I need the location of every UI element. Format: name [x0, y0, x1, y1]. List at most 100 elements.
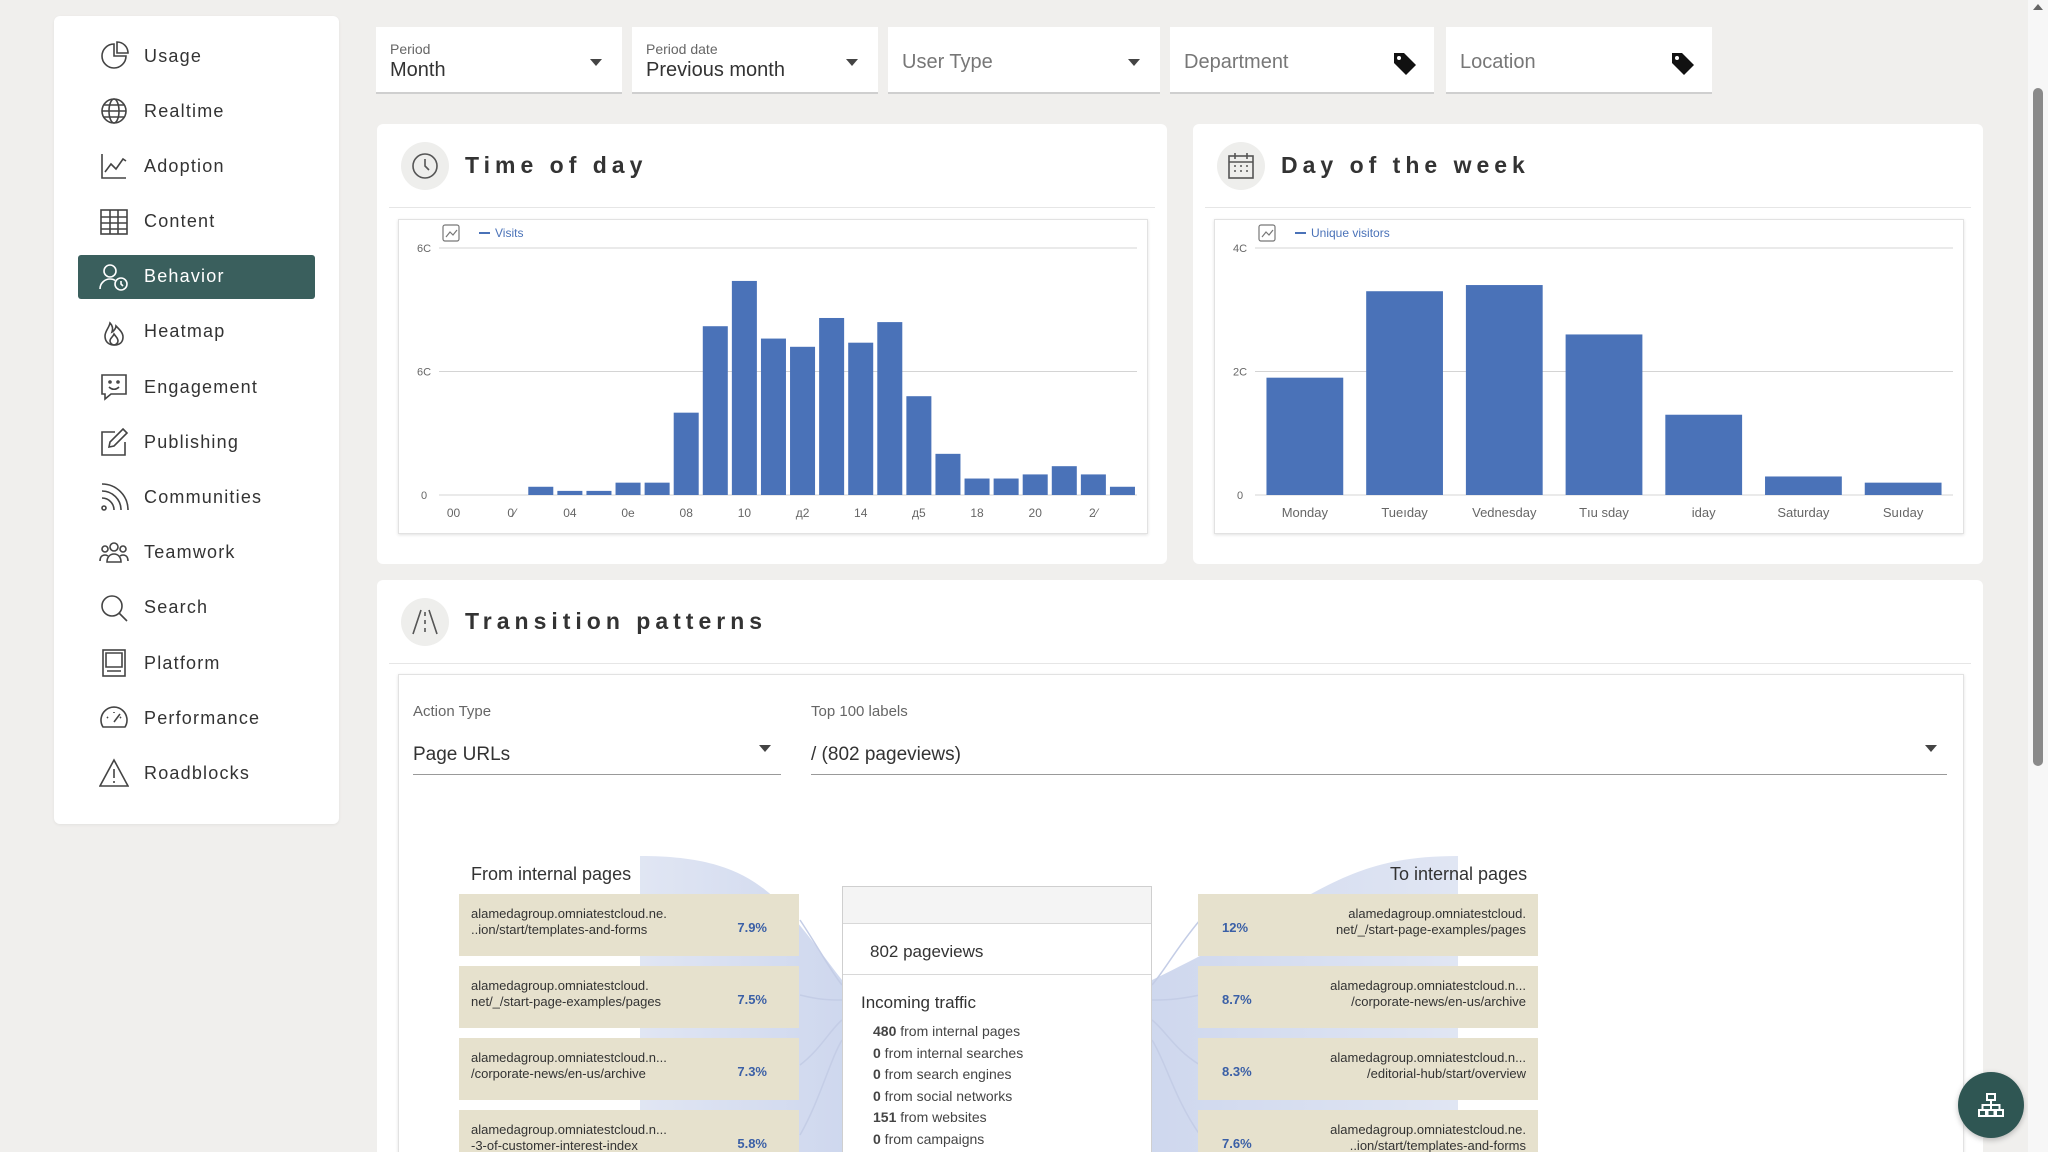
chart-bar: [1465, 285, 1543, 495]
chart-bar: [935, 453, 961, 495]
time-of-day-chart: Visits 6C 6C 0 00 0⁄ 04 0е 08 10 д2 14 д5 18 20 2⁄: [398, 219, 1148, 534]
sidebar-item-usage[interactable]: Usage: [78, 34, 315, 78]
to-item[interactable]: 8.7% alamedagroup.omniatestcloud.n.../co…: [1198, 966, 1538, 1028]
from-internal-title: From internal pages: [471, 864, 632, 884]
chart-bar: [1266, 377, 1344, 495]
from-item[interactable]: alamedagroup.omniatestcloud. net/_/start-…: [459, 966, 799, 1028]
sidebar-item-engagement[interactable]: Engagement: [78, 365, 315, 409]
to-item-line2: /editorial-hub/start/overview: [1367, 1066, 1526, 1081]
to-internal-title: To internal pages: [1390, 864, 1528, 884]
scroll-up-arrow[interactable]: [2033, 4, 2043, 10]
top-labels-label: Top 100 labels: [811, 703, 908, 720]
smile-chat-icon: [98, 371, 130, 403]
pie-chart-icon: [98, 40, 130, 72]
tag-icon: [1394, 53, 1416, 75]
action-type-value: Page URLs: [413, 744, 511, 765]
traffic-line: 0 from search engines: [873, 1066, 1012, 1082]
chart-bar: [760, 338, 786, 495]
period-date-select[interactable]: Period date Previous month: [632, 27, 878, 94]
x-tick-label: Tueıday: [1381, 505, 1428, 520]
period-date-label: Period date: [646, 41, 718, 57]
to-item[interactable]: 7.6% alamedagroup.omniatestcloud.ne. ..io…: [1198, 1110, 1538, 1152]
x-tick-label: 0е: [621, 506, 635, 520]
to-item[interactable]: 12% alamedagroup.omniatestcloud. net/_/st…: [1198, 894, 1538, 956]
chart-bar: [1565, 334, 1643, 495]
chart-bar: [557, 490, 583, 495]
scrollbar-thumb[interactable]: [2033, 88, 2043, 766]
sidebar-item-performance[interactable]: Performance: [78, 696, 315, 740]
chart-image-icon: [1258, 224, 1276, 242]
chart-bar: [1366, 291, 1443, 495]
x-tick-label: Monday: [1282, 505, 1329, 520]
user-clock-icon: [98, 261, 130, 293]
chart-bar: [993, 478, 1019, 495]
x-tick-label: Suıday: [1883, 505, 1924, 520]
chart-image-icon: [442, 224, 460, 242]
sidebar-item-teamwork[interactable]: Teamwork: [78, 531, 315, 575]
chart-bar: [1080, 474, 1106, 495]
chevron-down-icon: [1925, 745, 1937, 752]
period-value: Month: [390, 59, 446, 81]
card-title: Day of the week: [1281, 152, 1530, 178]
sidebar-item-publishing[interactable]: Publishing: [78, 420, 315, 464]
time-of-day-card: Time of day Visits 6C 6C 0 00 0⁄ 04 0е 08 10 д2 14 д…: [377, 124, 1167, 564]
location-select[interactable]: Location: [1446, 27, 1712, 94]
scrollbar[interactable]: [2028, 0, 2048, 1152]
chart-bar: [1765, 476, 1842, 495]
sitemap-button[interactable]: [1958, 1072, 2024, 1138]
from-item[interactable]: alamedagroup.omniatestcloud.n... -3-of-cu…: [459, 1110, 799, 1152]
chevron-down-icon: [590, 59, 602, 66]
action-type-select[interactable]: Action Type Page URLs: [413, 703, 781, 775]
edit-icon: [98, 426, 130, 458]
sidebar-item-label: Roadblocks: [144, 762, 251, 783]
sidebar-item-label: Communities: [144, 487, 263, 507]
y-tick-label: 0: [421, 490, 427, 502]
action-type-label: Action Type: [413, 703, 492, 720]
sitemap-icon: [1978, 1093, 2004, 1117]
sidebar-item-roadblocks[interactable]: Roadblocks: [78, 751, 315, 795]
from-item-line2: net/_/start-page-examples/pages: [471, 994, 662, 1009]
traffic-line: 480 from internal pages: [873, 1023, 1021, 1039]
from-item-line2: -3-of-customer-interest-index: [471, 1138, 638, 1152]
sidebar-item-realtime[interactable]: Realtime: [78, 89, 315, 133]
chart-bar: [731, 280, 757, 495]
x-tick-label: д5: [912, 506, 926, 520]
from-item-pct: 7.3%: [737, 1064, 767, 1079]
tag-icon: [1672, 53, 1694, 75]
from-item[interactable]: alamedagroup.omniatestcloud.n.../corpora…: [459, 1038, 799, 1100]
x-tick-label: 14: [854, 506, 868, 520]
sidebar-item-communities[interactable]: Communities: [78, 476, 315, 520]
sidebar-item-behavior[interactable]: Behavior: [78, 254, 315, 299]
monitor-icon: [98, 647, 130, 679]
sidebar-item-platform[interactable]: Platform: [78, 641, 315, 685]
department-select[interactable]: Department: [1170, 27, 1434, 94]
legend-label: Visits: [495, 226, 523, 240]
user-type-select[interactable]: User Type: [888, 27, 1160, 94]
sidebar-item-label: Engagement: [144, 376, 259, 397]
to-item-line1: alamedagroup.omniatestcloud.: [1348, 906, 1526, 921]
period-select[interactable]: Period Month: [376, 27, 622, 94]
sidebar-item-heatmap[interactable]: Heatmap: [78, 310, 315, 354]
chart-bar: [877, 322, 903, 495]
y-tick-label: 0: [1237, 490, 1243, 502]
filter-bar: Period Month Period date Previous month …: [376, 27, 1712, 94]
sidebar-item-label: Content: [144, 211, 216, 232]
x-tick-label: 18: [970, 506, 984, 520]
top-labels-select[interactable]: Top 100 labels / (802 pageviews): [811, 703, 1947, 775]
pageviews-count: 802 pageviews: [843, 924, 1151, 975]
sidebar-item-search[interactable]: Search: [78, 586, 315, 630]
trend-chart-icon: [98, 150, 130, 182]
sidebar-item-label: Usage: [144, 45, 203, 66]
card-title: Time of day: [465, 152, 648, 178]
sidebar-item-label: Behavior: [144, 266, 225, 287]
from-item[interactable]: alamedagroup.omniatestcloud.ne. ..ion/sta…: [459, 894, 799, 956]
sidebar-item-adoption[interactable]: Adoption: [78, 144, 315, 188]
chart-bar: [644, 482, 670, 495]
to-item[interactable]: 8.3% alamedagroup.omniatestcloud.n.../ed…: [1198, 1038, 1538, 1100]
top-labels-value: / (802 pageviews): [811, 744, 961, 765]
from-item-pct: 7.5%: [737, 992, 767, 1007]
sidebar-item-content[interactable]: Content: [78, 200, 315, 244]
team-icon: [98, 537, 130, 569]
from-item-line2: /corporate-news/en-us/archive: [471, 1066, 646, 1081]
sidebar-item-label: Teamwork: [144, 542, 236, 563]
